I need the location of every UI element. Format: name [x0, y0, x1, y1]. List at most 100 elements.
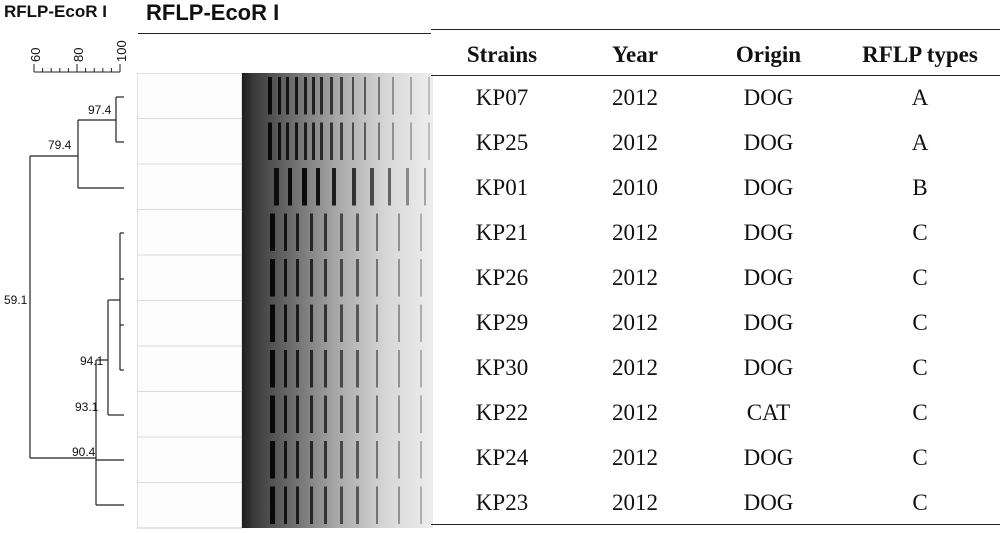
gel-band [340, 259, 343, 297]
table-row: KP22 2012 CAT C [431, 390, 1000, 435]
dendrogram-branches [29, 96, 124, 506]
gel-band [388, 168, 391, 206]
cell-strain: KP29 [475, 310, 529, 335]
gel-band [352, 168, 356, 206]
cell-rflp-type: C [912, 220, 928, 245]
cell-year: 2012 [612, 130, 658, 155]
gel-band [392, 122, 394, 160]
gel-band [310, 304, 313, 342]
gel-band [270, 350, 275, 388]
node-label-90-4: 90.4 [72, 445, 96, 459]
gel-band [398, 304, 400, 342]
gel-band [302, 168, 307, 206]
gel-band [420, 259, 422, 297]
gel-band [340, 486, 343, 524]
gel-band [284, 304, 287, 342]
cell-origin: DOG [743, 310, 794, 335]
table-row: KP23 2012 DOG C [431, 480, 1000, 525]
cell-origin: DOG [743, 175, 794, 200]
node-label-79-4: 79.4 [48, 138, 72, 152]
gel-lanes [137, 77, 430, 529]
gel-band [364, 122, 366, 160]
cell-origin: DOG [743, 130, 794, 155]
gel-band [284, 350, 287, 388]
gel-band [398, 395, 400, 433]
gel-band [332, 168, 336, 206]
cell-year: 2012 [612, 400, 658, 425]
gel-band [284, 213, 287, 251]
gel-band [340, 213, 343, 251]
gel-band [420, 441, 422, 479]
gel-band [324, 259, 327, 297]
gel-band [270, 441, 275, 479]
gel-band [406, 168, 409, 206]
gel-band [270, 304, 275, 342]
gel-band [296, 350, 299, 388]
scale-label-100: 100 [114, 40, 129, 62]
cell-strain: KP26 [475, 265, 529, 290]
gel-band [376, 304, 378, 342]
gel-band [296, 304, 299, 342]
gel-band [270, 486, 275, 524]
cell-origin: DOG [743, 445, 794, 470]
node-label-59-1: 59.1 [4, 293, 28, 307]
gel-band [340, 395, 343, 433]
gel-band [296, 259, 299, 297]
gel-band [398, 350, 400, 388]
gel-band [274, 168, 279, 206]
cell-year: 2012 [612, 490, 658, 515]
gel-band [310, 213, 313, 251]
cell-year: 2012 [612, 310, 658, 335]
cell-strain: KP30 [475, 355, 529, 380]
node-label-93-1: 93.1 [75, 400, 99, 414]
cell-year: 2012 [612, 220, 658, 245]
gel-band [378, 122, 380, 160]
cell-rflp-type: A [911, 85, 929, 110]
gel-band [410, 77, 412, 115]
gel-band [268, 77, 272, 115]
gel-band [428, 77, 430, 115]
gel-band [324, 441, 327, 479]
gel-band [420, 304, 422, 342]
gel-band [356, 350, 359, 388]
gel-band [364, 77, 366, 115]
header-origin: Origin [735, 42, 802, 67]
gel-band [340, 304, 343, 342]
gel-band [420, 213, 422, 251]
gel-band [356, 213, 359, 251]
gel-band [340, 441, 343, 479]
gel-band [310, 350, 313, 388]
cell-strain: KP21 [475, 220, 529, 245]
table-row: KP29 2012 DOG C [431, 300, 1000, 345]
gel-band [376, 486, 378, 524]
gel-band [296, 395, 299, 433]
gel-band [330, 77, 333, 115]
gel-band [410, 122, 412, 160]
cell-year: 2012 [612, 85, 658, 110]
gel-band [370, 168, 374, 206]
table-row: KP26 2012 DOG C [431, 255, 1000, 300]
gel-band [270, 259, 275, 297]
top-rule [138, 33, 431, 34]
gel-band [340, 122, 343, 160]
gel-band [324, 350, 327, 388]
gel-title: RFLP-EcoR I [146, 0, 280, 25]
gel-band [356, 259, 359, 297]
header-year: Year [612, 42, 658, 67]
gel-band [324, 486, 327, 524]
dendrogram-title: RFLP-EcoR I [4, 2, 107, 21]
header-strains: Strains [466, 42, 538, 67]
gel-band [310, 441, 313, 479]
node-label-94-1: 94.1 [80, 354, 104, 368]
gel-band [376, 395, 378, 433]
cell-origin: DOG [743, 220, 794, 245]
gel-band [310, 486, 313, 524]
table-row: KP01 2010 DOG B [431, 165, 1000, 210]
gel-band [392, 77, 394, 115]
dendrogram: 60 80 100 [4, 40, 129, 506]
gel-band [428, 122, 430, 160]
gel-band [398, 441, 400, 479]
gel-image [137, 73, 433, 529]
gel-band [284, 486, 287, 524]
cell-year: 2010 [612, 175, 658, 200]
